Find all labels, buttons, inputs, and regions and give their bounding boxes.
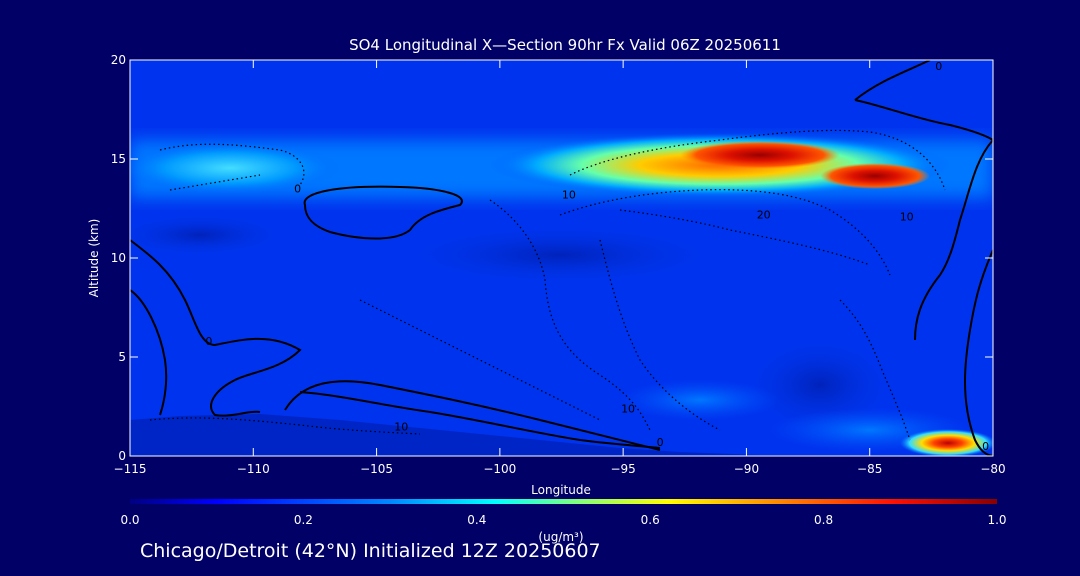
contour-label: 10 xyxy=(394,420,408,433)
x-tick-label: −80 xyxy=(980,462,1005,476)
y-tick-label: 10 xyxy=(111,251,126,265)
y-tick-label: 0 xyxy=(118,449,126,463)
contour-label: 0 xyxy=(205,335,212,348)
colorbar-tick-label: 0.4 xyxy=(467,513,486,527)
contour-label: 20 xyxy=(757,208,771,221)
colorbar-tick-label: 0.0 xyxy=(120,513,139,527)
x-tick-label: −95 xyxy=(610,462,635,476)
x-tick-label: −85 xyxy=(857,462,882,476)
contour-label: 0 xyxy=(982,440,989,453)
x-tick-label: −105 xyxy=(360,462,393,476)
colorbar-tick-label: 0.6 xyxy=(641,513,660,527)
contour-label: 10 xyxy=(562,189,576,202)
x-axis: −115 −110 −105 −100 −95 −90 −85 −80 xyxy=(114,60,1006,476)
contour-label: 10 xyxy=(900,210,914,223)
contour-label: 0 xyxy=(294,183,301,196)
x-tick-label: −115 xyxy=(114,462,147,476)
y-axis-label: Altitude (km) xyxy=(87,219,101,298)
y-axis: 0 5 10 15 20 xyxy=(111,53,993,463)
colorbar-label: (ug/m³) xyxy=(538,530,583,544)
contour-labels: 0 0 0 0 0 10 20 10 10 10 xyxy=(205,60,989,453)
colorbar-tick-label: 1.0 xyxy=(987,513,1006,527)
colorbar xyxy=(130,499,997,504)
x-tick-label: −100 xyxy=(483,462,516,476)
chart-title: SO4 Longitudinal X—Section 90hr Fx Valid… xyxy=(349,36,781,54)
colorbar-tick-label: 0.2 xyxy=(294,513,313,527)
y-tick-label: 15 xyxy=(111,152,126,166)
x-tick-label: −110 xyxy=(237,462,270,476)
contour-label: 0 xyxy=(935,60,942,73)
x-axis-label: Longitude xyxy=(531,483,591,497)
y-tick-label: 20 xyxy=(111,53,126,67)
contour-label: 0 xyxy=(657,436,664,449)
contour-label: 10 xyxy=(621,402,635,415)
footer-caption: Chicago/Detroit (42°N) Initialized 12Z 2… xyxy=(140,540,601,562)
colorbar-ticks: 0.0 0.2 0.4 0.6 0.8 1.0 xyxy=(120,513,1006,527)
colorbar-tick-label: 0.8 xyxy=(814,513,833,527)
y-tick-label: 5 xyxy=(118,350,126,364)
concentration-field xyxy=(130,60,993,456)
x-tick-label: −90 xyxy=(734,462,759,476)
